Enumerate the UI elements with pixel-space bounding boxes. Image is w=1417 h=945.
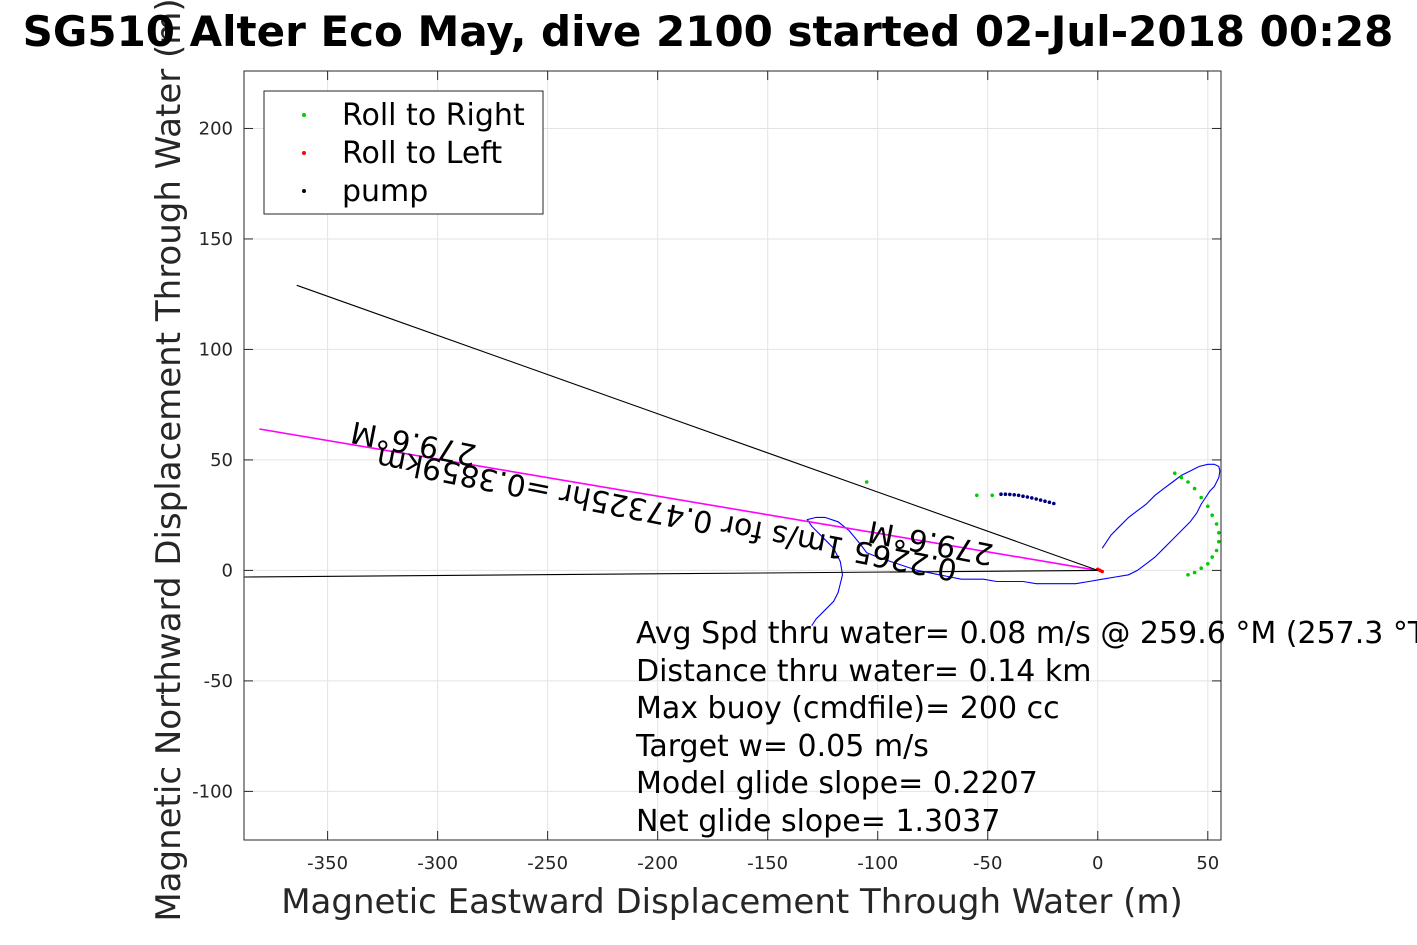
stat-avg-speed: Avg Spd thru water= 0.08 m/s @ 259.6 °M …: [636, 616, 1417, 651]
series-pump: [999, 492, 1056, 506]
point-roll-to-right: [864, 480, 869, 484]
axes-box: [243, 70, 1222, 841]
point-roll-to-right: [1206, 562, 1210, 566]
legend-label-roll-right: Roll to Right: [342, 98, 525, 133]
point-pump: [1021, 494, 1025, 499]
x-tick-label: -50: [973, 853, 1002, 874]
legend-marker-pump: [302, 189, 306, 193]
stat-net-glide-slope: Net glide slope= 1.3037: [636, 804, 1000, 839]
stat-distance: Distance thru water= 0.14 km: [636, 654, 1091, 689]
point-roll-to-right: [1217, 531, 1221, 535]
stats-annotation: Avg Spd thru water= 0.08 m/s @ 259.6 °M …: [635, 616, 1417, 839]
point-roll-to-right: [1206, 504, 1210, 509]
point-roll-to-right: [1192, 570, 1197, 575]
x-tick-label: -350: [307, 853, 348, 874]
point-pump: [1003, 492, 1008, 497]
point-roll-to-right: [1192, 486, 1197, 491]
point-pump: [1008, 492, 1012, 497]
point-roll-to-right: [990, 493, 994, 498]
x-tick-label: 50: [1196, 853, 1219, 874]
point-pump: [1025, 495, 1030, 499]
point-roll-to-right: [1179, 475, 1184, 480]
point-roll-to-right: [1199, 495, 1203, 500]
point-pump: [1047, 500, 1052, 505]
point-pump: [999, 492, 1003, 497]
ticks: -350 -300 -250 -200 -150 -100 -50 0 50 -100 -50 0 50…: [192, 71, 1221, 874]
x-tick-label: -300: [417, 853, 458, 874]
legend: Roll to Right Roll to Left pump: [263, 90, 544, 215]
y-tick-label: 50: [210, 450, 233, 471]
point-pump: [1012, 493, 1016, 497]
point-pump: [1016, 493, 1021, 498]
series-current-line: [296, 284, 1098, 571]
x-tick-label: -250: [527, 853, 568, 874]
point-roll-to-right: [1173, 471, 1177, 476]
point-roll-to-right: [1186, 480, 1190, 484]
point-roll-to-right: [1210, 513, 1214, 517]
y-tick-label: 200: [199, 118, 233, 139]
y-tick-label: -50: [204, 671, 233, 692]
legend-label-roll-left: Roll to Left: [342, 136, 502, 171]
series-group: [243, 284, 1221, 627]
x-tick-label: 0: [1092, 853, 1103, 874]
legend-box: [263, 90, 544, 215]
series-drift-line: [243, 569, 1098, 578]
point-pump: [1034, 497, 1038, 501]
point-pump: [1052, 501, 1056, 506]
point-roll-to-left: [1100, 569, 1104, 574]
point-roll-to-right: [1199, 566, 1203, 570]
point-roll-to-right: [1217, 539, 1221, 544]
series-heading-line: [259, 428, 1098, 572]
legend-marker-roll-right: [302, 113, 306, 117]
y-tick-label: 0: [222, 560, 233, 581]
series-track: [806, 463, 1221, 627]
point-roll-to-right: [1214, 548, 1219, 553]
x-tick-label: -100: [857, 853, 898, 874]
y-tick-label: -100: [192, 781, 233, 802]
series-roll-to-right: [864, 471, 1221, 577]
point-pump: [1043, 499, 1047, 504]
point-roll-to-right: [975, 493, 979, 498]
chart-title: SG510 Alter Eco May, dive 2100 started 0…: [23, 7, 1394, 56]
x-axis-label: Magnetic Eastward Displacement Through W…: [281, 882, 1183, 922]
point-roll-to-right: [1186, 573, 1190, 577]
x-tick-label: -200: [637, 853, 678, 874]
point-pump: [1038, 498, 1043, 502]
x-tick-label: -150: [747, 853, 788, 874]
y-tick-label: 150: [199, 229, 233, 250]
legend-marker-roll-left: [302, 151, 306, 155]
point-roll-to-right: [1214, 522, 1219, 526]
legend-label-pump: pump: [342, 174, 428, 209]
point-pump: [1030, 496, 1034, 500]
y-axis-label: Magnetic Northward Displacement Through …: [149, 0, 189, 922]
point-roll-to-right: [1210, 555, 1214, 559]
stat-model-glide-slope: Model glide slope= 0.2207: [636, 766, 1038, 801]
y-tick-label: 100: [199, 339, 233, 360]
series-roll-to-left: [1096, 567, 1104, 574]
grid: [244, 71, 1221, 840]
stat-max-buoy: Max buoy (cmdfile)= 200 cc: [636, 691, 1060, 726]
stat-target-w: Target w= 0.05 m/s: [635, 729, 929, 764]
